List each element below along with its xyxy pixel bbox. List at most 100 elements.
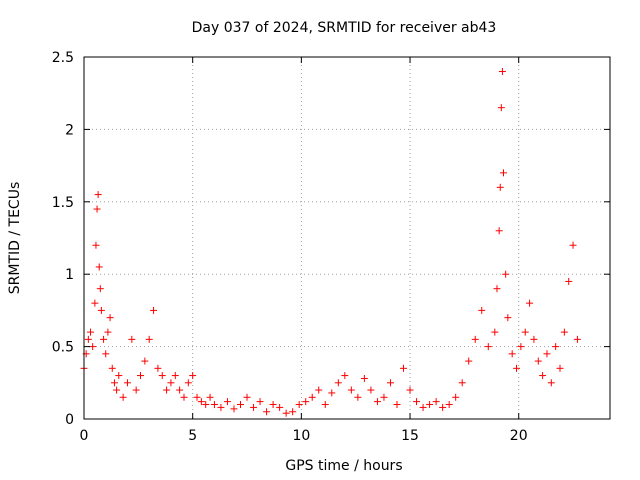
data-point xyxy=(137,372,145,380)
x-tick-label: 15 xyxy=(401,428,419,444)
data-point xyxy=(347,386,355,394)
data-point xyxy=(439,403,447,411)
data-point xyxy=(110,379,118,387)
data-point xyxy=(308,393,316,401)
data-point xyxy=(158,372,166,380)
data-point xyxy=(167,379,175,387)
data-point xyxy=(243,393,251,401)
data-point xyxy=(269,401,277,409)
y-tick-label: 2.5 xyxy=(52,50,74,66)
data-point xyxy=(102,350,110,358)
y-tick-label: 0 xyxy=(65,412,74,428)
data-point xyxy=(282,409,290,417)
data-point xyxy=(132,386,140,394)
data-point xyxy=(328,389,336,397)
axis-ticks xyxy=(83,56,610,420)
data-point xyxy=(128,335,136,343)
data-point xyxy=(230,405,238,413)
data-point xyxy=(92,241,100,249)
data-point xyxy=(94,191,102,199)
data-point xyxy=(534,357,542,365)
data-point xyxy=(123,379,131,387)
data-point xyxy=(163,386,171,394)
data-point xyxy=(484,343,492,351)
data-point xyxy=(530,335,538,343)
data-point xyxy=(100,335,108,343)
data-point xyxy=(210,401,218,409)
data-point xyxy=(526,299,534,307)
data-point xyxy=(180,393,188,401)
data-point xyxy=(406,386,414,394)
data-point xyxy=(89,343,97,351)
data-point xyxy=(202,401,210,409)
data-point xyxy=(367,386,375,394)
data-points xyxy=(80,67,581,417)
data-point xyxy=(360,374,368,382)
y-tick-label: 2 xyxy=(65,122,74,138)
data-point xyxy=(513,364,521,372)
data-point xyxy=(465,357,473,365)
data-point xyxy=(426,401,434,409)
data-point xyxy=(445,401,453,409)
x-tick-label: 20 xyxy=(510,428,528,444)
data-point xyxy=(565,277,573,285)
data-point xyxy=(96,285,104,293)
y-axis-label: SRMTID / TECUs xyxy=(7,182,23,295)
grid xyxy=(84,57,610,419)
data-point xyxy=(502,270,510,278)
data-point xyxy=(458,379,466,387)
data-point xyxy=(171,372,179,380)
data-point xyxy=(471,335,479,343)
data-point xyxy=(560,328,568,336)
data-point xyxy=(419,403,427,411)
data-point xyxy=(302,398,310,406)
data-point xyxy=(452,393,460,401)
data-point xyxy=(380,393,388,401)
data-point xyxy=(113,386,121,394)
data-point xyxy=(498,67,506,75)
data-point xyxy=(84,335,92,343)
x-axis-label: GPS time / hours xyxy=(285,458,402,474)
data-point xyxy=(289,408,297,416)
data-point xyxy=(432,398,440,406)
data-point xyxy=(478,306,486,314)
data-point xyxy=(521,328,529,336)
data-point xyxy=(373,398,381,406)
data-point xyxy=(400,364,408,372)
data-point xyxy=(150,306,158,314)
data-point xyxy=(386,379,394,387)
x-tick-label: 5 xyxy=(188,428,197,444)
data-point xyxy=(543,350,551,358)
data-point xyxy=(91,299,99,307)
data-point xyxy=(108,364,116,372)
data-point xyxy=(263,408,271,416)
data-point xyxy=(197,398,205,406)
data-point xyxy=(256,398,264,406)
data-point xyxy=(573,335,581,343)
data-point xyxy=(341,372,349,380)
data-point xyxy=(154,364,162,372)
data-point xyxy=(321,401,329,409)
data-point xyxy=(295,401,303,409)
data-point xyxy=(413,398,421,406)
data-point xyxy=(508,350,516,358)
data-point xyxy=(552,343,560,351)
data-point xyxy=(104,328,112,336)
data-point xyxy=(315,386,323,394)
data-point xyxy=(493,285,501,293)
data-point xyxy=(87,328,95,336)
y-tick-label: 1.5 xyxy=(52,195,74,211)
data-point xyxy=(176,386,184,394)
x-tick-label: 0 xyxy=(80,428,89,444)
data-point xyxy=(189,372,197,380)
axis-tick-labels: 0 5 10 15 20 0 0.5 1 1.5 2 2.5 xyxy=(52,50,528,444)
data-point xyxy=(547,379,555,387)
data-point xyxy=(556,364,564,372)
data-point xyxy=(539,372,547,380)
data-point xyxy=(569,241,577,249)
data-point xyxy=(145,335,153,343)
data-point xyxy=(497,104,505,112)
data-point xyxy=(223,398,231,406)
data-point xyxy=(193,393,201,401)
